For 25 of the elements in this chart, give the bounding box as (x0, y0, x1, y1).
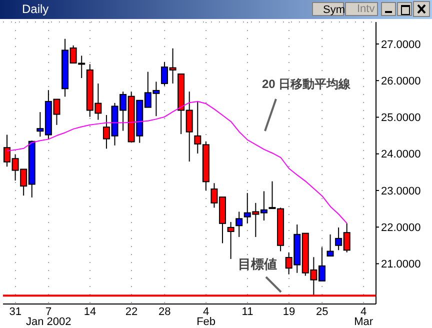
y-tick-label: 24.0000 (381, 148, 421, 161)
text: Sym (312, 2, 345, 16)
x-tick-label: 11 (242, 306, 254, 318)
x-tick-label: 7 Jan 2002 (26, 306, 72, 328)
y-tick-label: 21.0000 (381, 258, 421, 271)
x-tick-label: 31 (9, 306, 22, 318)
text: Intv (345, 2, 378, 16)
y-tick-label: 25.0000 (381, 112, 421, 124)
y-tick-label: 22.0000 (381, 222, 421, 234)
annotation: 20 日移動平均線 (262, 77, 352, 91)
candlestick (236, 211, 243, 238)
chart-title: Daily (22, 2, 49, 16)
x-tick-label: 22 (125, 306, 138, 318)
ref-line-label: 目標値 (238, 256, 277, 272)
x-tick-label: 14 (84, 306, 96, 318)
x-tick-label: 4 Mar (354, 306, 374, 328)
y-tick-label: 27.0000 (381, 38, 421, 51)
y-tick-label: 26.0000 (381, 76, 421, 88)
x-tick-label: 25 (316, 306, 328, 318)
y-tick-label: 23.0000 (381, 185, 421, 198)
x-tick-label: 4 Feb (196, 306, 216, 328)
candlestick (326, 234, 334, 257)
x-tick-label: 19 (282, 306, 296, 318)
x-tick-label: 28 (158, 306, 171, 318)
candlestick (227, 221, 234, 260)
